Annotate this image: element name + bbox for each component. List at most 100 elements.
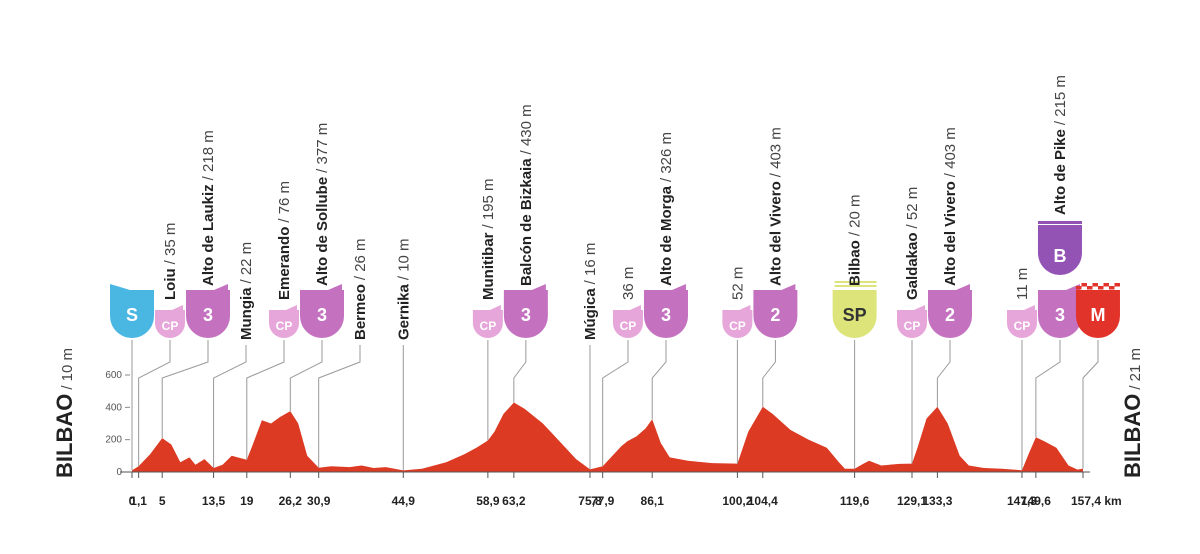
- checker: [1108, 286, 1115, 290]
- marker-flag: [172, 305, 183, 310]
- waypoint-label: Mungia / 22 m: [238, 242, 255, 340]
- waypoint-label: 36 m: [620, 267, 637, 300]
- marker-icon: [269, 310, 299, 338]
- waypoint-name: Loiu: [162, 268, 179, 300]
- waypoint-name: Múgica: [582, 288, 599, 340]
- y-tick-label: 400: [105, 402, 122, 413]
- marker-icon: [897, 310, 928, 339]
- checker: [1081, 283, 1087, 287]
- waypoint-name: Bilbao: [847, 240, 864, 286]
- marker-icon: [1006, 310, 1037, 339]
- marker-label: SP: [843, 305, 867, 325]
- leader-line: [161, 340, 209, 439]
- waypoint-altitude: 52 m: [729, 267, 746, 300]
- marker-icon: [1075, 290, 1120, 338]
- leader-line: [318, 345, 361, 468]
- checker: [1075, 286, 1082, 290]
- waypoint-altitude: / 430 m: [518, 104, 535, 154]
- leader-line: [602, 340, 629, 467]
- checker: [1086, 286, 1093, 290]
- marker-flag: [110, 284, 130, 290]
- waypoint-name: Alto de Morga: [658, 185, 675, 286]
- waypoint-altitude: / 377 m: [314, 123, 331, 173]
- y-tick-label: 0: [116, 467, 122, 478]
- waypoint-name: Alto del Vivero: [767, 181, 784, 286]
- x-tick-label: 100,2: [722, 494, 752, 508]
- x-tick-label: 129,1: [897, 494, 927, 508]
- x-tick-label: 149,6: [1021, 494, 1051, 508]
- waypoint-altitude: / 16 m: [582, 243, 599, 285]
- marker-icon: [753, 290, 798, 338]
- waypoint-label: Emerando / 76 m: [276, 181, 293, 300]
- marker-label: 2: [770, 305, 780, 325]
- x-tick-label: 0: [129, 494, 136, 508]
- leader-line: [1035, 340, 1061, 438]
- waypoint-label: Galdakao / 52 m: [904, 187, 921, 300]
- marker-label: CP: [162, 319, 179, 333]
- x-tick-label: 44,9: [392, 494, 416, 508]
- waypoint-label: Alto de Laukiz / 218 m: [200, 130, 217, 286]
- x-tick-label: 104,4: [748, 494, 778, 508]
- waypoint-altitude: / 326 m: [658, 132, 675, 182]
- marker-icon: [186, 290, 230, 338]
- waypoint-label: Alto de Pike / 215 m: [1052, 75, 1069, 215]
- waypoint-label: Munitibar / 195 m: [480, 178, 497, 300]
- marker-flag: [214, 284, 228, 290]
- marker-icon: [110, 290, 154, 338]
- waypoint-altitude: / 10 m: [395, 238, 412, 280]
- marker-icon: [612, 310, 643, 339]
- waypoint-label: Bilbao / 20 m: [847, 194, 864, 286]
- marker-label: 3: [521, 305, 531, 325]
- bonus-icon: [1037, 225, 1082, 275]
- marker-icon: [300, 290, 344, 338]
- waypoint-name: Alto del Vivero: [942, 181, 959, 286]
- bonus-label: B: [1053, 246, 1066, 266]
- marker-label: M: [1090, 305, 1105, 325]
- marker-icon: [928, 290, 973, 338]
- x-tick-label: 133,3: [922, 494, 952, 508]
- waypoint-label: Alto de Morga / 326 m: [658, 132, 675, 286]
- marker-label: CP: [276, 319, 293, 333]
- leader-line: [289, 340, 323, 412]
- marker-flag: [956, 284, 971, 290]
- waypoint-name: Emerando: [276, 227, 293, 300]
- leader-line: [651, 340, 667, 420]
- marker-icon: [1037, 290, 1082, 338]
- waypoint-label: Múgica / 16 m: [582, 243, 599, 340]
- leader-line: [138, 340, 171, 467]
- side-label: BILBAO / 21 m: [1120, 348, 1145, 478]
- marker-flag: [489, 305, 501, 310]
- checker: [1114, 283, 1120, 287]
- marker-flag: [1023, 305, 1035, 310]
- x-tick-label: 157,4 km: [1071, 494, 1122, 508]
- waypoint-name: Alto de Sollube: [314, 177, 331, 286]
- marker-flag: [914, 305, 926, 310]
- marker-flag: [739, 305, 751, 310]
- leader-line: [762, 340, 776, 407]
- side-altitude: / 21 m: [1127, 348, 1144, 390]
- waypoint-label: Alto de Sollube / 377 m: [314, 123, 331, 286]
- x-tick-label: 13,5: [202, 494, 226, 508]
- waypoint-label: 52 m: [729, 267, 746, 300]
- marker-label: 3: [203, 305, 213, 325]
- x-tick-label: 119,6: [840, 494, 870, 508]
- x-tick-label: 5: [159, 494, 166, 508]
- waypoint-name: Galdakao: [904, 232, 921, 300]
- marker-icon: [722, 310, 753, 339]
- marker-icon: [155, 310, 185, 338]
- waypoint-altitude: / 20 m: [847, 194, 864, 236]
- leader-line: [1082, 340, 1099, 469]
- x-tick-label: 147,3: [1007, 494, 1037, 508]
- marker-label: CP: [480, 319, 497, 333]
- marker-flag: [671, 284, 686, 290]
- waypoint-altitude: / 35 m: [162, 223, 179, 265]
- waypoint-name: Balcón de Bizkaia: [518, 158, 535, 286]
- waypoint-altitude: / 22 m: [238, 242, 255, 284]
- waypoint-altitude: / 26 m: [352, 238, 369, 280]
- checker: [1103, 283, 1109, 287]
- waypoint-altitude: / 76 m: [276, 181, 293, 223]
- leader-line: [513, 340, 527, 403]
- leader-line: [213, 345, 247, 468]
- x-tick-label: 63,2: [502, 494, 526, 508]
- marker-label: 3: [1055, 305, 1065, 325]
